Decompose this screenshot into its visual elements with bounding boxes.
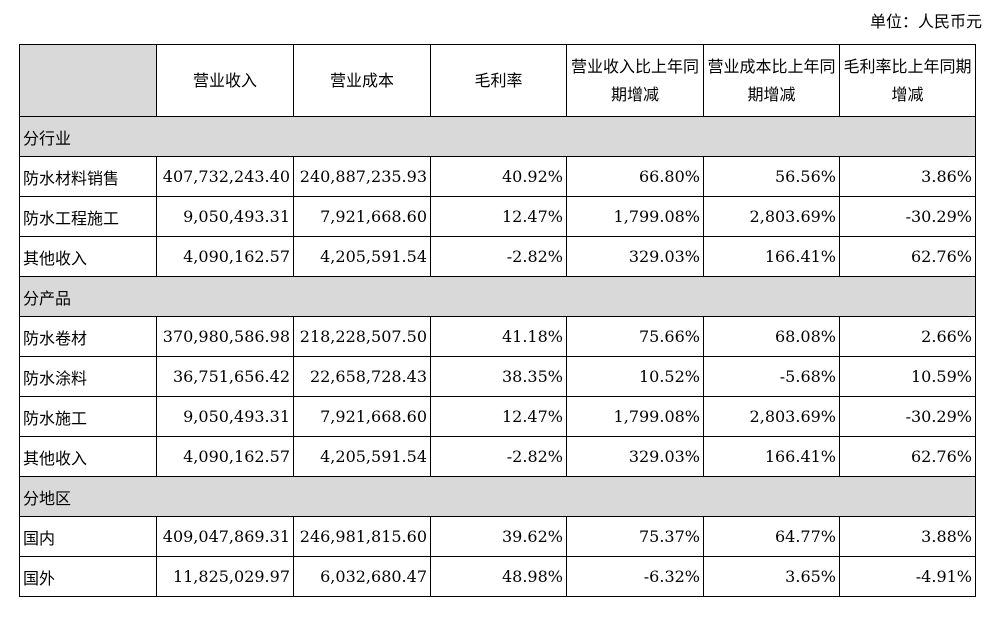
margin-cell: 40.92%	[430, 156, 567, 197]
header-gross-margin: 毛利率	[430, 44, 567, 117]
cost-cell: 246,981,815.60	[293, 516, 431, 557]
cost-yoy-cell: 56.56%	[703, 156, 840, 197]
table-row: 其他收入 4,090,162.57 4,205,591.54 -2.82% 32…	[19, 236, 976, 277]
margin-yoy-cell: -30.29%	[839, 196, 976, 237]
margin-yoy-cell: 10.59%	[839, 356, 976, 397]
margin-cell: 38.35%	[430, 356, 567, 397]
section-row-region: 分地区	[19, 476, 976, 517]
cost-cell: 4,205,591.54	[293, 436, 431, 477]
section-row-product: 分产品	[19, 276, 976, 317]
revenue-cell: 36,751,656.42	[156, 356, 294, 397]
revenue-yoy-cell: 75.37%	[566, 516, 704, 557]
row-label: 国外	[19, 556, 157, 597]
table-row: 防水涂料 36,751,656.42 22,658,728.43 38.35% …	[19, 356, 976, 397]
header-revenue: 营业收入	[156, 44, 294, 117]
cost-yoy-cell: 2,803.69%	[703, 196, 840, 237]
revenue-cell: 409,047,869.31	[156, 516, 294, 557]
margin-yoy-cell: 3.86%	[839, 156, 976, 197]
unit-label: 单位：人民币元	[869, 12, 982, 31]
cost-cell: 4,205,591.54	[293, 236, 431, 277]
margin-yoy-cell: -30.29%	[839, 396, 976, 437]
revenue-yoy-cell: 66.80%	[566, 156, 704, 197]
cost-cell: 218,228,507.50	[293, 316, 431, 357]
header-blank-cell	[19, 44, 157, 117]
revenue-yoy-cell: -6.32%	[566, 556, 704, 597]
revenue-cell: 407,732,243.40	[156, 156, 294, 197]
margin-cell: -2.82%	[430, 236, 567, 277]
cost-cell: 22,658,728.43	[293, 356, 431, 397]
margin-yoy-cell: -4.91%	[839, 556, 976, 597]
row-label: 其他收入	[19, 436, 157, 477]
header-cost: 营业成本	[293, 44, 431, 117]
row-label: 防水涂料	[19, 356, 157, 397]
row-label: 防水施工	[19, 396, 157, 437]
section-title: 分地区	[19, 476, 976, 517]
revenue-cell: 9,050,493.31	[156, 396, 294, 437]
cost-cell: 240,887,235.93	[293, 156, 431, 197]
cost-cell: 7,921,668.60	[293, 396, 431, 437]
header-revenue-yoy: 营业收入比上年同期增减	[566, 44, 704, 117]
revenue-yoy-cell: 1,799.08%	[566, 396, 704, 437]
cost-yoy-cell: 64.77%	[703, 516, 840, 557]
margin-cell: -2.82%	[430, 436, 567, 477]
margin-yoy-cell: 62.76%	[839, 436, 976, 477]
revenue-yoy-cell: 10.52%	[566, 356, 704, 397]
margin-cell: 48.98%	[430, 556, 567, 597]
revenue-yoy-cell: 75.66%	[566, 316, 704, 357]
cost-cell: 7,921,668.60	[293, 196, 431, 237]
revenue-yoy-cell: 329.03%	[566, 236, 704, 277]
revenue-cell: 370,980,586.98	[156, 316, 294, 357]
margin-yoy-cell: 3.88%	[839, 516, 976, 557]
table-row: 其他收入 4,090,162.57 4,205,591.54 -2.82% 32…	[19, 436, 976, 477]
header-margin-yoy: 毛利率比上年同期增减	[839, 44, 976, 117]
revenue-cell: 9,050,493.31	[156, 196, 294, 237]
margin-cell: 12.47%	[430, 196, 567, 237]
table-row: 防水材料销售 407,732,243.40 240,887,235.93 40.…	[19, 156, 976, 197]
row-label: 国内	[19, 516, 157, 557]
table-row: 国内 409,047,869.31 246,981,815.60 39.62% …	[19, 516, 976, 557]
section-row-industry: 分行业	[19, 116, 976, 157]
margin-cell: 39.62%	[430, 516, 567, 557]
section-title: 分行业	[19, 116, 976, 157]
table-row: 防水工程施工 9,050,493.31 7,921,668.60 12.47% …	[19, 196, 976, 237]
table-header-row: 营业收入 营业成本 毛利率 营业收入比上年同期增减 营业成本比上年同期增减 毛利…	[19, 44, 976, 117]
revenue-cell: 4,090,162.57	[156, 436, 294, 477]
cost-yoy-cell: -5.68%	[703, 356, 840, 397]
cost-cell: 6,032,680.47	[293, 556, 431, 597]
revenue-yoy-cell: 329.03%	[566, 436, 704, 477]
table-row: 防水卷材 370,980,586.98 218,228,507.50 41.18…	[19, 316, 976, 357]
cost-yoy-cell: 2,803.69%	[703, 396, 840, 437]
revenue-yoy-cell: 1,799.08%	[566, 196, 704, 237]
financial-table: 营业收入 营业成本 毛利率 营业收入比上年同期增减 营业成本比上年同期增减 毛利…	[19, 44, 976, 597]
revenue-cell: 4,090,162.57	[156, 236, 294, 277]
margin-yoy-cell: 2.66%	[839, 316, 976, 357]
row-label: 防水卷材	[19, 316, 157, 357]
header-cost-yoy: 营业成本比上年同期增减	[703, 44, 840, 117]
cost-yoy-cell: 68.08%	[703, 316, 840, 357]
revenue-cell: 11,825,029.97	[156, 556, 294, 597]
margin-cell: 41.18%	[430, 316, 567, 357]
cost-yoy-cell: 166.41%	[703, 236, 840, 277]
table-row: 防水施工 9,050,493.31 7,921,668.60 12.47% 1,…	[19, 396, 976, 437]
cost-yoy-cell: 3.65%	[703, 556, 840, 597]
margin-cell: 12.47%	[430, 396, 567, 437]
section-title: 分产品	[19, 276, 976, 317]
row-label: 其他收入	[19, 236, 157, 277]
row-label: 防水工程施工	[19, 196, 157, 237]
row-label: 防水材料销售	[19, 156, 157, 197]
table-row: 国外 11,825,029.97 6,032,680.47 48.98% -6.…	[19, 556, 976, 597]
margin-yoy-cell: 62.76%	[839, 236, 976, 277]
cost-yoy-cell: 166.41%	[703, 436, 840, 477]
